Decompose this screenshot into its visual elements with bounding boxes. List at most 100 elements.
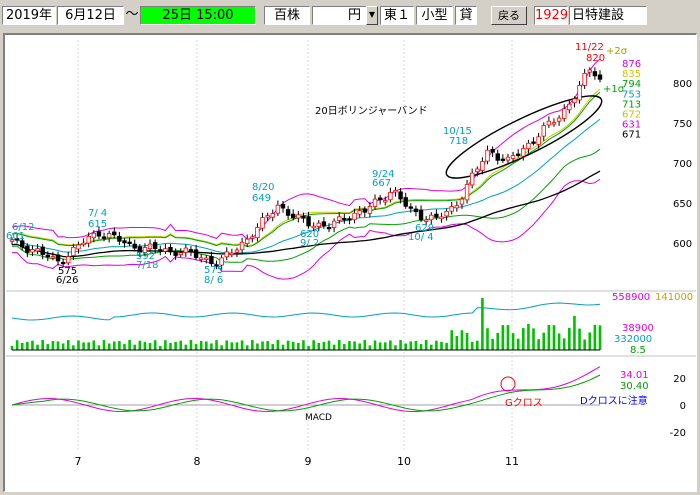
macd-tick: 0 [680,401,686,412]
candle-body [587,69,592,73]
volume-bar [486,328,489,350]
candle-body [408,206,414,209]
legend-value: 794 [622,79,641,90]
volume-bar [537,339,540,350]
volume-bar [61,343,65,350]
price-annotation: 592 [136,251,155,262]
candle-body [500,158,506,161]
candle-body [280,203,286,209]
volume-bar [511,333,515,350]
macd-tick: -20 [670,428,686,439]
volume-bar [332,344,336,350]
volume-bar [501,325,505,350]
stock-code-field[interactable]: 1929 [534,6,569,25]
price-annotation: 575 [58,266,77,277]
volume-bar [276,340,280,350]
candle-body [321,221,327,227]
candle-body [81,242,86,246]
volume-bar [15,340,19,350]
volume-bar [261,341,264,350]
price-annotation: 6/26 [56,275,78,286]
volume-bar [435,340,438,350]
candle-body [106,233,112,239]
volume-bar [189,340,193,350]
price-tick: 650 [673,199,692,210]
candle-body [521,147,526,157]
candle-body [546,120,552,126]
candle-body [239,241,245,251]
candle-body [158,249,163,252]
volume-bar [153,340,157,350]
volume-bar [199,341,203,350]
volume-bar [179,340,183,350]
back-button[interactable]: 戻る [491,6,527,25]
volume-bar [92,340,96,350]
candle-body [531,141,536,144]
currency-select[interactable]: 円 [312,6,378,25]
volume-bar [107,343,111,350]
volume-bar [123,344,126,350]
candle-body [592,71,598,77]
chevron-down-icon[interactable]: ▼ [366,6,378,25]
volume-bar [557,333,561,350]
volume-bar [158,345,162,350]
volume-bar [225,340,229,350]
volume-bar [102,340,106,350]
volume-bar [460,330,464,350]
volume-max-value: 558900 [612,292,650,303]
candle-body [413,208,419,213]
volume-bar [573,316,576,350]
candle-body [285,209,291,216]
volume-bar [358,343,361,350]
volume-bar [588,332,592,350]
date-field[interactable]: 6月12日 [57,6,124,25]
year-field[interactable]: 2019年 [2,6,56,25]
trend-highlight-ellipse [445,95,603,179]
volume-bar [10,346,14,350]
candle-body [198,257,204,260]
candle-body [127,241,132,245]
candle-body [55,254,61,262]
price-tick: 750 [673,119,692,130]
volume-bar [394,345,397,350]
volume-bar [598,325,602,350]
price-annotation: 820 [586,53,605,64]
price-annotation: 649 [252,193,271,204]
volume-bar [552,325,556,350]
candle-body [122,240,127,244]
volume-bar [245,345,249,350]
volume-bar [542,332,546,350]
end-date-field[interactable]: 25日 15:00 [140,6,256,25]
candle-body [142,247,148,253]
candle-body [480,161,485,171]
price-annotation: 7/18 [136,260,158,271]
candle-body [326,226,332,230]
volume-bar [77,340,80,350]
stock-name-field: 日特建設 [569,6,647,25]
candle-body [536,136,541,145]
volume-bar [266,341,269,350]
volume-bar [343,344,346,350]
candle-body [362,208,367,213]
candle-body [291,213,296,219]
volume-bar [56,341,60,350]
candle-body [76,244,81,250]
band-minus1-line [11,148,601,263]
volume-bar [87,342,90,350]
volume-bar [522,328,525,350]
candle-body [357,210,362,215]
candle-body [9,239,15,242]
volume-value-c: 8.5 [630,345,646,356]
candle-body [403,197,408,207]
band-plus2-line [11,58,601,241]
volume-bar [302,340,305,350]
candle-body [275,204,281,214]
candle-body [377,197,383,201]
candle-body [147,243,153,250]
candle-body [331,220,337,228]
candle-body [50,256,56,259]
volume-value-b: 332000 [614,334,652,345]
candle-body [14,238,20,241]
candle-body [388,192,393,201]
